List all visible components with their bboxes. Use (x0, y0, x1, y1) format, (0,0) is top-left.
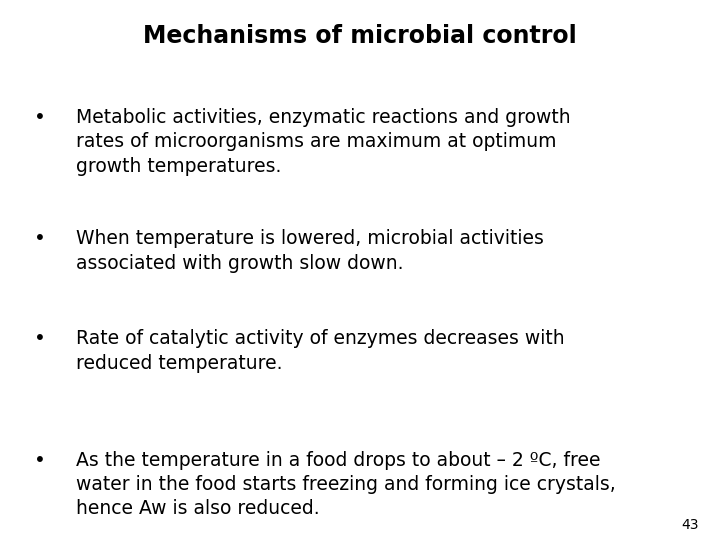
Text: •: • (34, 108, 45, 127)
Text: •: • (34, 451, 45, 470)
Text: As the temperature in a food drops to about – 2 ºC, free
water in the food start: As the temperature in a food drops to ab… (76, 451, 616, 518)
Text: Rate of catalytic activity of enzymes decreases with
reduced temperature.: Rate of catalytic activity of enzymes de… (76, 329, 564, 373)
Text: 43: 43 (681, 518, 698, 532)
Text: Mechanisms of microbial control: Mechanisms of microbial control (143, 24, 577, 48)
Text: •: • (34, 329, 45, 348)
Text: Metabolic activities, enzymatic reactions and growth
rates of microorganisms are: Metabolic activities, enzymatic reaction… (76, 108, 570, 176)
Text: When temperature is lowered, microbial activities
associated with growth slow do: When temperature is lowered, microbial a… (76, 230, 544, 273)
Text: •: • (34, 230, 45, 248)
